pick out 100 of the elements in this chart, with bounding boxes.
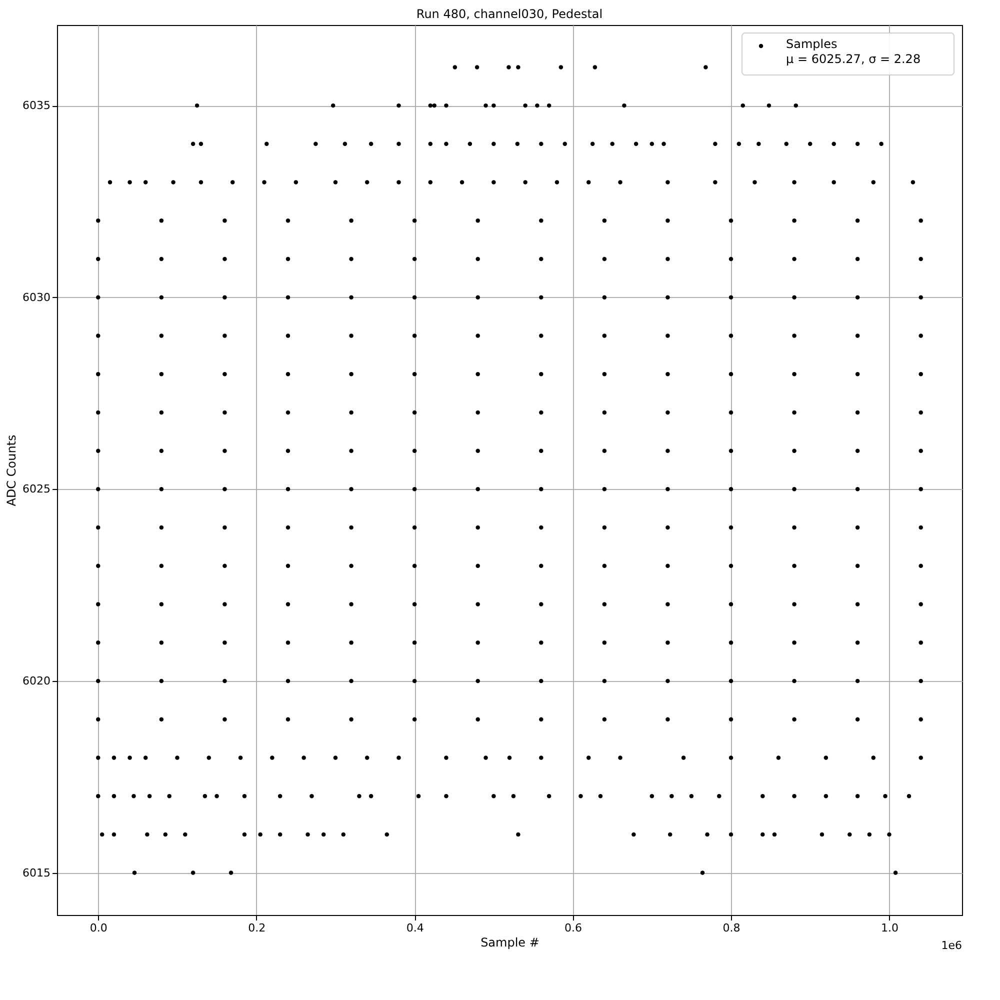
y-tick-label: 6035	[22, 99, 50, 112]
point	[96, 717, 100, 722]
point	[792, 180, 796, 184]
point	[736, 142, 742, 146]
point	[516, 832, 520, 837]
point	[776, 756, 781, 760]
point	[539, 372, 544, 376]
point	[670, 794, 674, 798]
point	[918, 602, 923, 606]
point	[222, 295, 227, 300]
point	[602, 256, 607, 262]
point	[728, 717, 734, 722]
point	[650, 794, 654, 798]
point	[222, 602, 227, 606]
point	[918, 678, 923, 684]
point	[618, 180, 622, 184]
point	[666, 372, 670, 376]
point	[618, 756, 622, 760]
point	[96, 295, 100, 300]
point	[634, 142, 638, 146]
point	[222, 487, 227, 492]
y-axis-title: ADC Counts	[4, 434, 19, 506]
point	[349, 717, 354, 722]
point	[384, 832, 390, 837]
point	[96, 794, 100, 798]
point	[554, 180, 560, 184]
point	[96, 487, 100, 492]
point	[855, 410, 860, 415]
point	[143, 756, 148, 760]
point	[507, 756, 512, 760]
point	[792, 794, 796, 798]
point	[428, 180, 433, 184]
point	[792, 218, 796, 223]
point	[539, 640, 544, 645]
point	[159, 334, 164, 338]
point	[602, 334, 607, 338]
point	[792, 448, 796, 453]
point	[452, 65, 458, 70]
point	[202, 794, 208, 798]
point	[590, 142, 595, 146]
point	[632, 832, 636, 837]
x-tick-label: 0.2	[248, 922, 266, 934]
point	[855, 525, 860, 530]
point	[222, 640, 227, 645]
point	[428, 103, 433, 108]
point	[539, 410, 544, 415]
point	[855, 334, 860, 338]
point	[492, 103, 496, 108]
point	[364, 180, 370, 184]
point	[206, 756, 212, 760]
point	[650, 142, 654, 146]
point	[666, 602, 670, 606]
point	[159, 640, 164, 645]
point	[321, 832, 326, 837]
point	[728, 295, 734, 300]
point	[484, 756, 488, 760]
point	[539, 295, 544, 300]
point	[412, 334, 417, 338]
point	[286, 372, 290, 376]
point	[159, 717, 164, 722]
point	[96, 602, 100, 606]
point	[792, 410, 796, 415]
point	[286, 487, 290, 492]
point	[396, 756, 401, 760]
point	[855, 794, 860, 798]
point	[128, 180, 132, 184]
point	[728, 372, 734, 376]
point	[918, 448, 923, 453]
point	[666, 564, 670, 568]
point	[476, 372, 480, 376]
point	[349, 410, 354, 415]
point	[602, 525, 607, 530]
point	[918, 717, 923, 722]
point	[476, 334, 480, 338]
point	[855, 218, 860, 223]
point	[598, 794, 603, 798]
point	[784, 142, 788, 146]
point	[238, 756, 243, 760]
point	[364, 756, 370, 760]
point	[96, 525, 100, 530]
point	[562, 142, 567, 146]
point	[96, 410, 100, 415]
point	[476, 640, 480, 645]
point	[159, 218, 164, 223]
point	[855, 487, 860, 492]
point	[666, 410, 670, 415]
point	[918, 756, 923, 760]
point	[432, 103, 436, 108]
point	[222, 256, 227, 262]
point	[412, 410, 417, 415]
point	[871, 756, 876, 760]
point	[689, 794, 694, 798]
text: 1e6	[941, 939, 962, 952]
point	[416, 794, 421, 798]
point	[602, 487, 607, 492]
point	[535, 103, 540, 108]
point	[357, 794, 362, 798]
point	[341, 832, 346, 837]
point	[728, 602, 734, 606]
point	[96, 678, 100, 684]
